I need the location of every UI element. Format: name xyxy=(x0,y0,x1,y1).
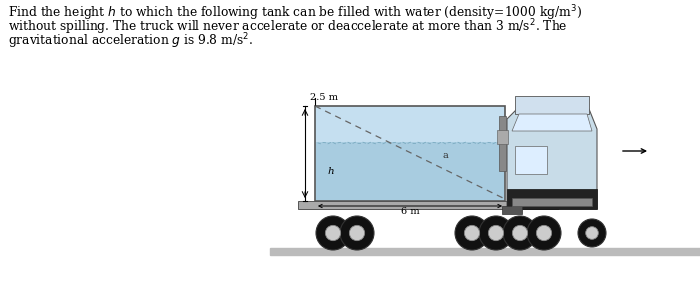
Bar xyxy=(515,146,547,174)
Circle shape xyxy=(455,216,489,250)
Circle shape xyxy=(340,216,374,250)
Text: h: h xyxy=(327,167,334,176)
Circle shape xyxy=(536,225,552,241)
Circle shape xyxy=(479,216,513,250)
Text: 2.5 m: 2.5 m xyxy=(310,93,338,102)
Polygon shape xyxy=(512,114,592,131)
Text: 6 m: 6 m xyxy=(400,207,419,216)
Bar xyxy=(270,248,700,255)
Circle shape xyxy=(489,225,503,241)
Bar xyxy=(499,116,506,171)
Bar xyxy=(512,198,592,206)
Text: without spilling. The truck will never accelerate or deaccelerate at more than 3: without spilling. The truck will never a… xyxy=(8,17,568,37)
Bar xyxy=(502,206,522,214)
Bar xyxy=(298,201,558,209)
Bar xyxy=(507,189,597,209)
Text: gravitational acceleration $g$ is 9.8 m/s$^2$.: gravitational acceleration $g$ is 9.8 m/… xyxy=(8,31,253,51)
Circle shape xyxy=(316,216,350,250)
Circle shape xyxy=(464,225,480,241)
Bar xyxy=(316,142,504,200)
Circle shape xyxy=(578,219,606,247)
Circle shape xyxy=(503,216,537,250)
Polygon shape xyxy=(507,109,597,209)
Circle shape xyxy=(326,225,341,241)
Circle shape xyxy=(349,225,365,241)
Text: a: a xyxy=(442,151,448,160)
Bar xyxy=(315,106,505,201)
Circle shape xyxy=(512,225,528,241)
Circle shape xyxy=(586,227,598,239)
Circle shape xyxy=(527,216,561,250)
Text: Find the height $h$ to which the following tank can be filled with water (densit: Find the height $h$ to which the followi… xyxy=(8,3,582,22)
Bar xyxy=(497,130,508,144)
Bar xyxy=(515,96,589,114)
